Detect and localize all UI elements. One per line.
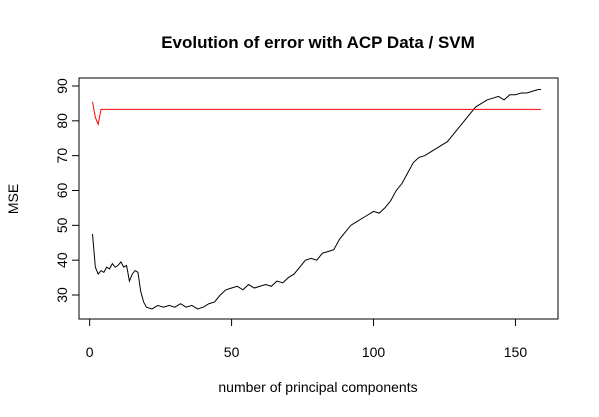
x-tick-label: 0 — [86, 344, 94, 360]
y-axis: 30 40 50 60 70 80 90 — [54, 78, 79, 303]
chart-title: Evolution of error with ACP Data / SVM — [161, 33, 475, 52]
x-tick-label: 150 — [504, 344, 528, 360]
y-tick-label: 30 — [54, 287, 70, 303]
y-tick-label: 50 — [54, 217, 70, 233]
series-line-2 — [92, 101, 541, 127]
x-tick-label: 100 — [362, 344, 386, 360]
y-tick-label: 40 — [54, 252, 70, 268]
x-tick-label: 50 — [224, 344, 240, 360]
y-tick-label: 90 — [54, 78, 70, 94]
series-line-1 — [92, 88, 541, 310]
y-axis-label: MSE — [5, 184, 21, 214]
plot-layer — [92, 88, 541, 310]
y-tick-label: 60 — [54, 183, 70, 199]
x-axis: 0 50 100 150 — [86, 319, 528, 360]
plot-frame — [78, 77, 559, 320]
x-axis-label: number of principal components — [218, 379, 417, 395]
y-tick-label: 70 — [54, 148, 70, 164]
y-tick-label: 80 — [54, 113, 70, 129]
